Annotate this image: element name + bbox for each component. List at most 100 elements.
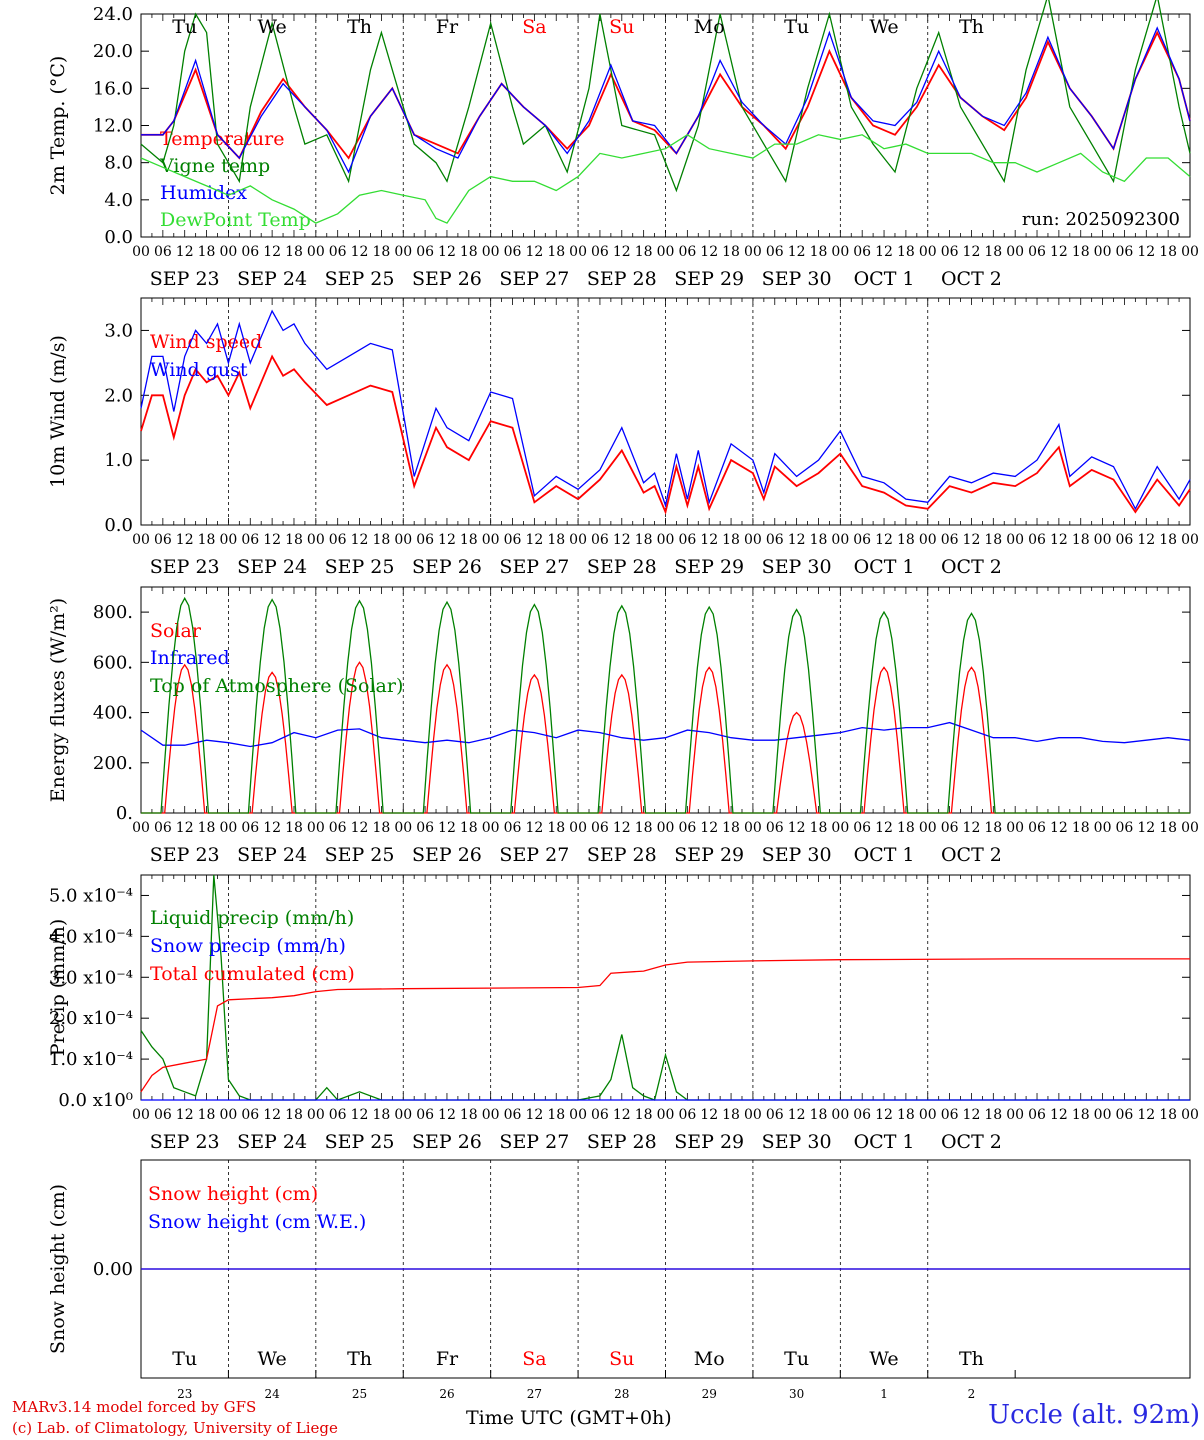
hour-tick-label: 18 [372, 532, 390, 548]
hour-tick-label: 06 [241, 244, 259, 260]
hour-tick-label: 12 [176, 244, 194, 260]
y-axis-label: Precip (mm/h) [47, 919, 69, 1057]
series-line [140, 721, 1191, 748]
hour-tick-label: 06 [853, 1107, 871, 1123]
hour-tick-label: 18 [635, 244, 653, 260]
hour-tick-label: 18 [1159, 532, 1177, 548]
hour-tick-label: 12 [176, 820, 194, 836]
y-tick-label: 2.0 x10⁻⁴ [49, 1008, 133, 1029]
weekday-label: Tu [172, 1348, 197, 1370]
hour-tick-label: 00 [307, 244, 325, 260]
date-label: SEP 25 [325, 844, 395, 866]
model-credit: MARv3.14 model forced by GFS [12, 1398, 257, 1416]
hour-tick-label: 06 [1028, 532, 1046, 548]
hour-tick-label: 12 [438, 1107, 456, 1123]
y-axis-label: Snow height (cm) [47, 1184, 69, 1354]
hour-tick-label: 00 [831, 244, 849, 260]
date-label: SEP 23 [150, 268, 220, 290]
date-label: SEP 24 [237, 844, 307, 866]
weekday-label: Mo [694, 1348, 725, 1370]
series-line [141, 596, 1190, 814]
date-label: SEP 29 [674, 1131, 744, 1153]
hour-tick-label: 06 [504, 820, 522, 836]
series-line [140, 0, 1191, 193]
hour-tick-label: 00 [220, 1107, 238, 1123]
date-label: SEP 25 [325, 556, 395, 578]
hour-tick-label: 00 [1181, 820, 1199, 836]
legend-entry: Liquid precip (mm/h) [150, 907, 354, 929]
hour-tick-label: 00 [1094, 244, 1112, 260]
y-tick-label: 0.0 x10⁰ [58, 1090, 133, 1111]
hour-tick-label: 00 [307, 532, 325, 548]
hour-tick-label: 18 [810, 1107, 828, 1123]
date-label: SEP 26 [412, 1131, 482, 1153]
hour-tick-label: 06 [678, 820, 696, 836]
day-number-label: 1 [880, 1387, 888, 1401]
hour-tick-label: 18 [635, 532, 653, 548]
date-label: OCT 1 [854, 556, 915, 578]
hour-tick-label: 12 [963, 820, 981, 836]
date-label: OCT 2 [941, 268, 1002, 290]
date-label: SEP 23 [150, 556, 220, 578]
hour-tick-label: 12 [613, 820, 631, 836]
weekday-label: Th [959, 16, 984, 38]
hour-tick-label: 00 [1181, 532, 1199, 548]
y-tick-label: 20.0 [93, 41, 133, 62]
hour-tick-label: 12 [875, 532, 893, 548]
day-number-label: 23 [177, 1387, 192, 1401]
hour-tick-label: 18 [897, 1107, 915, 1123]
y-tick-label: 200. [93, 753, 133, 774]
y-tick-label: 16.0 [93, 78, 133, 99]
weekday-label: Tu [784, 1348, 809, 1370]
weekday-label: Tu [784, 16, 809, 38]
date-label: SEP 30 [762, 844, 832, 866]
hour-tick-label: 18 [1159, 1107, 1177, 1123]
hour-tick-label: 12 [351, 532, 369, 548]
hour-tick-label: 06 [766, 244, 784, 260]
hour-tick-label: 00 [569, 820, 587, 836]
date-label: SEP 29 [674, 268, 744, 290]
date-label: SEP 25 [325, 268, 395, 290]
hour-tick-label: 00 [1094, 820, 1112, 836]
hour-tick-label: 12 [351, 244, 369, 260]
hour-tick-label: 12 [700, 1107, 718, 1123]
day-number-label: 25 [352, 1387, 367, 1401]
day-number-label: 30 [789, 1387, 804, 1401]
hour-tick-label: 12 [875, 820, 893, 836]
hour-tick-label: 06 [329, 1107, 347, 1123]
date-label: SEP 24 [237, 268, 307, 290]
hour-tick-label: 00 [831, 532, 849, 548]
hour-tick-label: 18 [1072, 820, 1090, 836]
y-tick-label: 0.00 [93, 1259, 133, 1280]
hour-tick-label: 12 [1137, 244, 1155, 260]
day-number-label: 24 [264, 1387, 280, 1401]
hour-tick-label: 00 [394, 244, 412, 260]
hour-tick-label: 12 [351, 820, 369, 836]
legend-entry: Vigne temp [159, 155, 270, 177]
weekday-label: We [869, 16, 898, 38]
hour-tick-label: 18 [1072, 1107, 1090, 1123]
hour-tick-label: 00 [1181, 244, 1199, 260]
weekday-label: Th [347, 16, 372, 38]
weekday-label: Sa [522, 1348, 546, 1370]
hour-tick-label: 18 [372, 1107, 390, 1123]
hour-tick-label: 18 [285, 244, 303, 260]
hour-tick-label: 18 [635, 820, 653, 836]
hour-tick-label: 00 [657, 532, 675, 548]
hour-tick-label: 06 [1028, 1107, 1046, 1123]
hour-tick-label: 18 [1072, 532, 1090, 548]
hour-tick-label: 12 [1050, 532, 1068, 548]
weekday-label: We [258, 16, 287, 38]
hour-tick-label: 06 [154, 820, 172, 836]
hour-tick-label: 00 [1094, 532, 1112, 548]
hour-tick-label: 18 [722, 244, 740, 260]
hour-tick-label: 06 [154, 1107, 172, 1123]
date-label: OCT 1 [854, 1131, 915, 1153]
hour-tick-label: 00 [569, 244, 587, 260]
day-number-label: 2 [968, 1387, 976, 1401]
date-label: SEP 28 [587, 556, 657, 578]
hour-tick-label: 12 [438, 532, 456, 548]
station-name: Uccle (alt. 92m) [988, 1400, 1200, 1430]
hour-tick-label: 12 [700, 820, 718, 836]
hour-tick-label: 00 [657, 244, 675, 260]
